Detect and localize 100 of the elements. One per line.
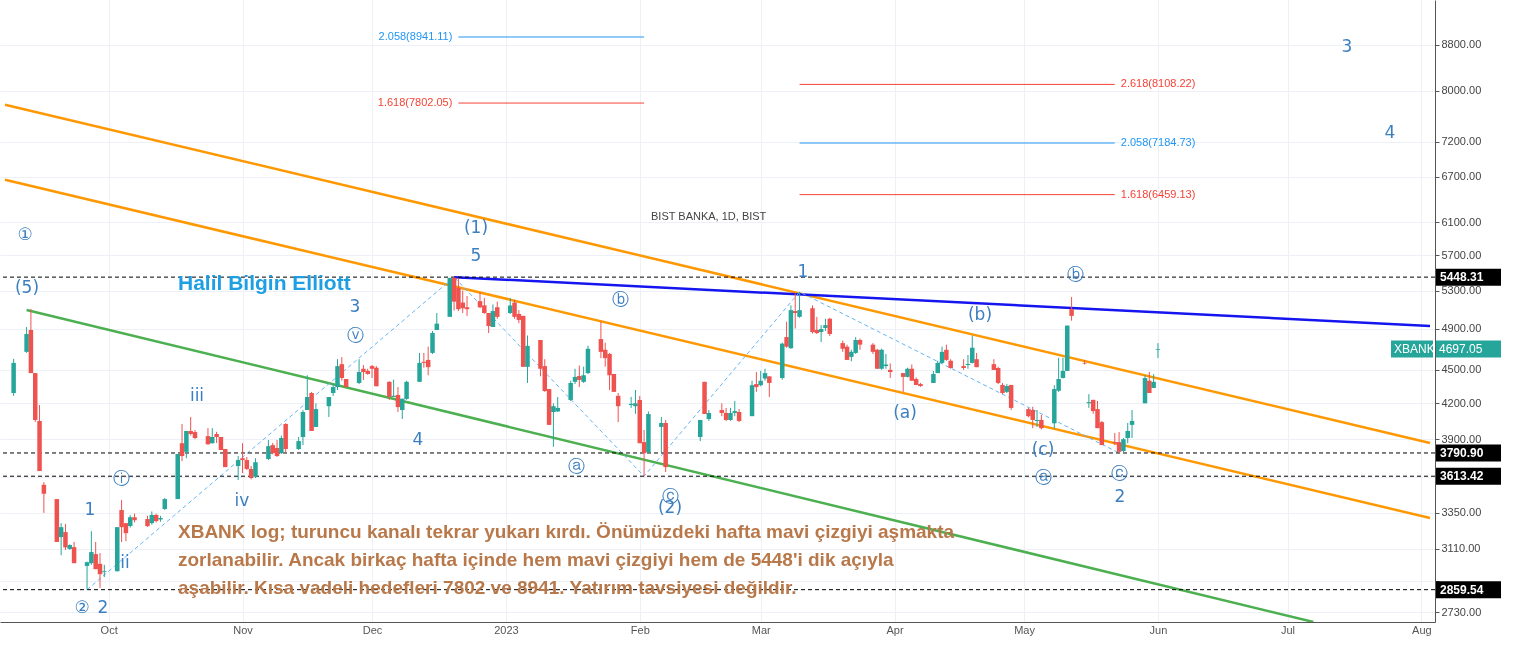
annotation: 5	[470, 245, 482, 265]
candlestick	[102, 564, 107, 578]
text: Halil Bilgin Elliott	[178, 271, 351, 294]
annotation: 2	[1114, 486, 1126, 506]
candlestick	[417, 352, 422, 383]
candlestick	[525, 335, 530, 384]
ref-line-label: 5448.31	[1440, 270, 1484, 285]
ref-line-label: 2859.54	[1440, 582, 1484, 597]
candlestick	[387, 380, 392, 401]
candlestick	[279, 435, 284, 455]
candlestick	[754, 371, 759, 393]
candlestick	[512, 299, 517, 320]
y-tick-label: 6100.00	[1441, 215, 1482, 228]
text: BIST BANKA, 1D, BIST	[651, 210, 767, 222]
annotation: (a)	[893, 402, 917, 422]
annotation: iii	[189, 385, 205, 405]
y-tick-label: 3110.00	[1441, 542, 1481, 555]
annotation: ①	[17, 224, 33, 244]
annotation: 1	[84, 499, 96, 519]
candlestick	[633, 389, 638, 415]
candlestick	[767, 375, 772, 398]
series-label: 2.058(8941.11)	[378, 29, 453, 42]
y-tick-label: 6700.00	[1441, 170, 1482, 183]
candlestick	[24, 326, 29, 354]
ref-line-label: 3613.42	[1440, 469, 1484, 484]
candlestick	[456, 277, 461, 312]
candlestick	[451, 276, 457, 312]
x-tick-label: Jun	[1149, 623, 1168, 636]
y-tick-label: 4200.00	[1441, 396, 1482, 409]
y-tick-label: 3900.00	[1441, 432, 1482, 445]
series-label: 2.058(7184.73)	[1120, 136, 1196, 149]
candlestick	[119, 499, 124, 543]
candlestick	[41, 481, 47, 514]
x-tick-label: 2023	[494, 623, 519, 636]
annotation: ⓘ	[112, 468, 130, 488]
y-tick-label: 8000.00	[1441, 84, 1482, 97]
candlestick	[857, 338, 863, 351]
x-tick-label: Aug	[1412, 623, 1432, 636]
annotation: ⓐ	[1034, 467, 1052, 487]
y-tick-label: 7200.00	[1441, 135, 1482, 148]
series-label: 1.618(7802.05)	[377, 96, 453, 109]
annotation: iv	[234, 490, 250, 510]
annotation: (c)	[1031, 439, 1055, 459]
candlestick	[1155, 342, 1161, 359]
candlestick	[818, 324, 824, 343]
annotation: 1	[797, 261, 809, 281]
annotation: ⓑ	[611, 289, 629, 309]
annotation: ⓒ	[1110, 463, 1128, 483]
series-label: 1.618(6459.13)	[1120, 187, 1196, 200]
candlestick	[339, 356, 345, 382]
annotation: (5)	[14, 277, 40, 297]
candlestick	[879, 348, 884, 371]
candlestick	[266, 439, 271, 461]
candlestick	[184, 430, 189, 459]
candlestick	[810, 304, 815, 335]
x-tick-label: Apr	[886, 623, 904, 636]
annotation: 4	[412, 429, 424, 449]
annotation: (b)	[967, 304, 993, 324]
candlestick	[63, 523, 68, 551]
annotation: ii	[120, 552, 130, 572]
candlestick	[313, 402, 319, 428]
annotation: ⓐ	[567, 456, 585, 476]
ref-line-label: 3790.90	[1440, 445, 1484, 460]
candlestick	[391, 379, 396, 398]
y-tick-label: 3350.00	[1441, 506, 1482, 519]
annotation: ②	[74, 597, 90, 617]
y-tick-label: 2730.00	[1441, 605, 1482, 618]
y-tick-label: 5700.00	[1441, 248, 1482, 261]
text: 4697.05	[1439, 342, 1483, 356]
candlestick	[1030, 406, 1035, 429]
candlestick	[797, 291, 802, 319]
x-tick-label: Mar	[751, 623, 771, 636]
candlestick	[1069, 296, 1074, 322]
annotation: 2	[97, 597, 109, 617]
x-tick-label: Dec	[362, 623, 383, 636]
candlestick	[784, 321, 789, 349]
annotation: 3	[349, 296, 361, 316]
candlestick	[89, 530, 94, 566]
x-tick-label: Jul	[1280, 623, 1296, 636]
annotation: 4	[1384, 122, 1396, 142]
candlestick	[240, 442, 245, 474]
annotation: ⓥ	[346, 325, 364, 345]
candlestick	[188, 416, 193, 436]
candlestick	[762, 368, 768, 382]
annotation: 3	[1341, 36, 1353, 56]
x-tick-label: Oct	[100, 623, 118, 636]
y-tick-label: 5300.00	[1441, 284, 1482, 297]
x-tick-label: May	[1014, 623, 1036, 636]
candlestick	[430, 330, 435, 355]
x-tick-label: Nov	[233, 623, 254, 636]
candlestick	[883, 353, 889, 370]
y-tick-label: 4500.00	[1441, 363, 1482, 376]
series-label: 2.618(8108.22)	[1120, 77, 1196, 90]
y-tick-label: 4900.00	[1441, 322, 1482, 335]
candlestick	[460, 290, 465, 314]
annotation: XBANK	[1394, 342, 1435, 356]
annotation: (1)	[463, 217, 489, 237]
candlestick	[900, 372, 906, 393]
x-tick-label: Feb	[630, 623, 650, 636]
y-tick-label: 8800.00	[1441, 38, 1482, 51]
